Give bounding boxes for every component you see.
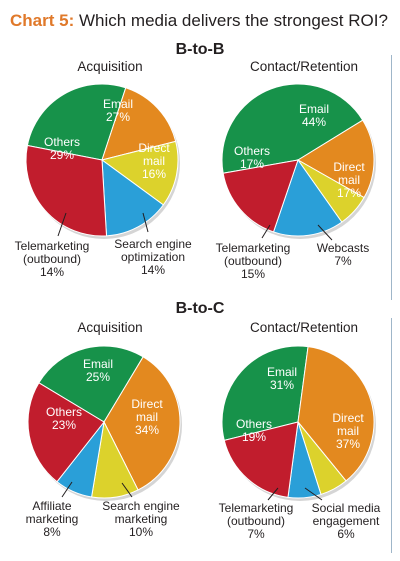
slice-label: Direct mail 16% [138,141,170,181]
slice-label: Telemarketing (outbound) 15% [216,241,291,281]
slice-label: Email 44% [299,102,329,129]
pie-slice-search-engine-optimization [100,140,179,206]
leader-line [121,482,133,498]
slice-label: Email 25% [83,357,113,384]
slice-label: Email 31% [267,365,297,392]
slice-label: Others 23% [46,405,82,432]
slice-label: Search engine marketing 10% [102,499,180,539]
pie-chart: Email 27%Direct mail 16% Search engine optimi… [15,83,192,279]
pie-slice-direct-mail [297,346,375,482]
chart-header: Chart 5: Which media delivers the strong… [10,10,390,32]
pie-slice-direct-mail [101,87,177,161]
pie-slice-others [27,382,105,483]
leader-line [142,212,149,233]
slice-label: Others 17% [234,144,270,171]
frame-divider [391,55,392,300]
chart-title: Which media delivers the strongest ROI? [74,11,388,30]
pie-chart: Email 25% Direct mail 34% Search engine market… [26,345,182,539]
pie-slice-telemarketing-outbound [101,158,165,237]
slice-label: Direct mail 17% [333,160,365,200]
pie-title-b2b-retention: Contact/Retention [249,59,359,74]
pie-slice-email [26,83,127,161]
slice-label: Direct mail 37% [332,411,364,451]
section-label-b2b: B-to-B [175,41,225,58]
slice-label: Telemarketing (outbound) 14% [15,239,90,279]
section-label-b2c: B-to-C [175,300,225,317]
slice-label: Affiliate marketing 8% [26,499,79,539]
slice-label: Search engine optimization 14% [114,237,192,277]
pie-slice-email [221,83,364,174]
pie-slice-direct-mail [103,356,181,491]
leader-line [267,487,279,501]
leader-line [304,487,323,501]
pie-slice-email [38,345,144,423]
pie-slice-others [222,159,299,233]
pie-chart: Email 44% Direct mail 17% Webcasts 7% Telemarke… [216,83,376,281]
pie-slice-direct-mail [297,119,375,199]
frame-divider [391,318,392,553]
pie-slice-others [223,421,299,498]
leader-line [57,212,67,237]
pie-slice-email [221,345,309,441]
pie-chart: Email 31% Direct mail 37% Social media engagem… [219,345,381,541]
slice-label: Others 29% [44,135,80,162]
leader-line [61,481,73,498]
slice-label: Email 27% [103,97,133,124]
pie-title-b2c-acquisition: Acquisition [77,320,143,335]
slice-label: Webcasts 7% [317,241,369,268]
slice-label: Others 19% [236,417,272,444]
pie-title-b2c-retention: Contact/Retention [249,320,359,335]
slice-label: Telemarketing (outbound) 7% [219,501,294,541]
chart-number: Chart 5: [10,11,75,30]
slice-label: Social media engagement 6% [312,501,381,541]
leader-line [317,224,333,241]
pie-title-b2b-acquisition: Acquisition [77,59,143,74]
slice-label: Direct mail 34% [131,397,163,437]
pie-slice-telemarketing-outbound [272,158,343,237]
pie-slice-others [25,144,108,237]
leader-line [261,224,271,239]
